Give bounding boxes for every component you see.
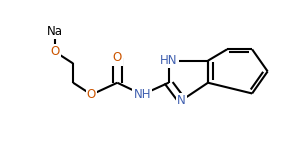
Text: NH: NH: [134, 88, 151, 101]
Text: Na: Na: [47, 25, 63, 38]
Text: O: O: [113, 51, 122, 64]
Text: O: O: [87, 88, 96, 101]
Text: O: O: [50, 45, 59, 58]
Text: HN: HN: [160, 54, 177, 67]
Text: N: N: [177, 94, 186, 107]
